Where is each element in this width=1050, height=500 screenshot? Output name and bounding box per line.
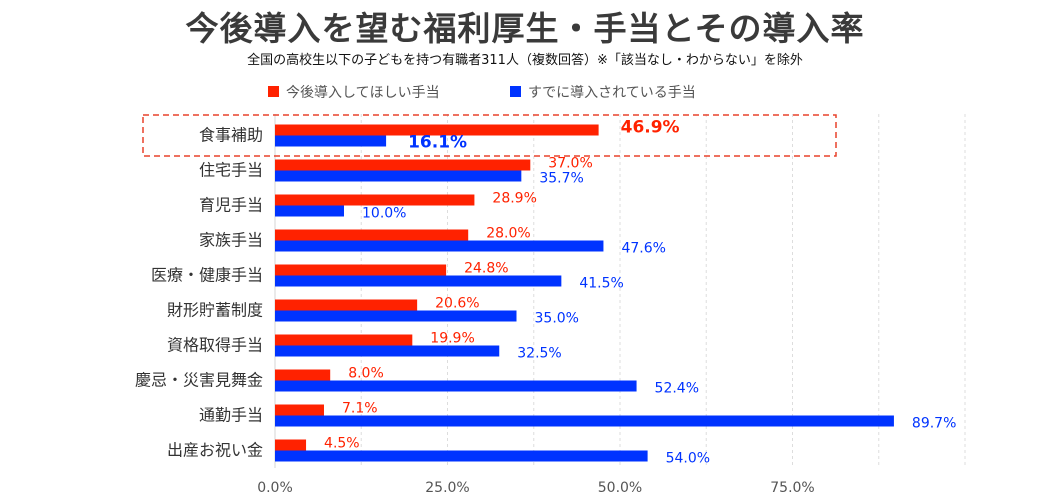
value-label-introduced: 35.7% [539,171,583,187]
bar-want [275,334,413,346]
bar-introduced [275,135,387,147]
value-label-want: 46.9% [621,118,680,138]
bar-want [275,404,324,416]
bar-introduced [275,170,522,182]
category-label: 出産お祝い金 [167,441,263,460]
bar-want [275,159,531,171]
bars [275,124,894,462]
value-label-want: 28.9% [492,191,536,207]
bar-introduced [275,415,894,427]
value-label-introduced: 16.1% [408,133,467,153]
value-label-introduced: 54.0% [666,451,710,467]
category-label: 育児手当 [199,196,263,215]
category-label: 家族手当 [199,231,263,250]
chart-subtitle: 全国の高校生以下の子どもを持つ有職者311人（複数回答）※「該当なし・わからない… [247,53,803,68]
x-axis-ticks: 0.0% 25.0% 50.0% 75.0% [257,480,815,496]
chart-title: 今後導入を望む福利厚生・手当とその導入率 [185,9,865,48]
value-label-introduced: 47.6% [621,241,665,257]
bar-want [275,439,307,451]
value-label-want: 7.1% [342,401,378,417]
highlight-box [142,114,837,157]
bar-introduced [275,310,517,322]
value-label-want: 19.9% [430,331,474,347]
category-labels: 食事補助住宅手当育児手当家族手当医療・健康手当財形貯蓄制度資格取得手当慶忌・災害… [135,126,263,460]
category-label: 財形貯蓄制度 [167,301,263,320]
x-tick-label: 50.0% [598,480,642,496]
value-label-introduced: 52.4% [655,381,699,397]
bar-want [275,229,469,241]
value-label-introduced: 35.0% [535,311,579,327]
value-label-want: 4.5% [324,436,360,452]
legend: 今後導入してほしい手当 すでに導入されている手当 [268,85,696,101]
value-label-want: 8.0% [348,366,384,382]
category-label: 医療・健康手当 [151,266,263,285]
bar-want [275,124,599,136]
bar-want [275,369,331,381]
value-label-want: 37.0% [548,156,592,172]
value-label-want: 28.0% [486,226,530,242]
x-tick-label: 75.0% [770,480,814,496]
legend-label-want: 今後導入してほしい手当 [286,85,440,101]
category-label: 食事補助 [199,126,263,145]
bar-introduced [275,275,562,287]
value-label-want: 20.6% [435,296,479,312]
value-label-want: 24.8% [464,261,508,277]
category-label: 通勤手当 [199,406,263,425]
bar-introduced [275,240,604,252]
bar-want [275,299,418,311]
value-labels: 46.9% 16.1% 37.0%35.7%28.9% 10.0% 28.0% 47.6%… [324,118,956,467]
bar-introduced [275,380,637,392]
category-label: 資格取得手当 [167,336,263,355]
bar-introduced [275,345,500,357]
x-tick-label: 0.0% [257,480,293,496]
bar-want [275,264,447,276]
x-tick-label: 25.0% [425,480,469,496]
bar-want [275,194,475,206]
value-label-introduced: 89.7% [912,416,956,432]
bar-introduced [275,450,648,462]
value-label-introduced: 10.0% [362,206,406,222]
legend-swatch-introduced [510,86,521,97]
category-label: 慶忌・災害見舞金 [135,371,263,390]
legend-label-introduced: すでに導入されている手当 [528,85,696,101]
bar-introduced [275,205,344,217]
category-label: 住宅手当 [199,161,263,180]
value-label-introduced: 32.5% [517,346,561,362]
legend-swatch-want [268,86,279,97]
value-label-introduced: 41.5% [579,276,623,292]
